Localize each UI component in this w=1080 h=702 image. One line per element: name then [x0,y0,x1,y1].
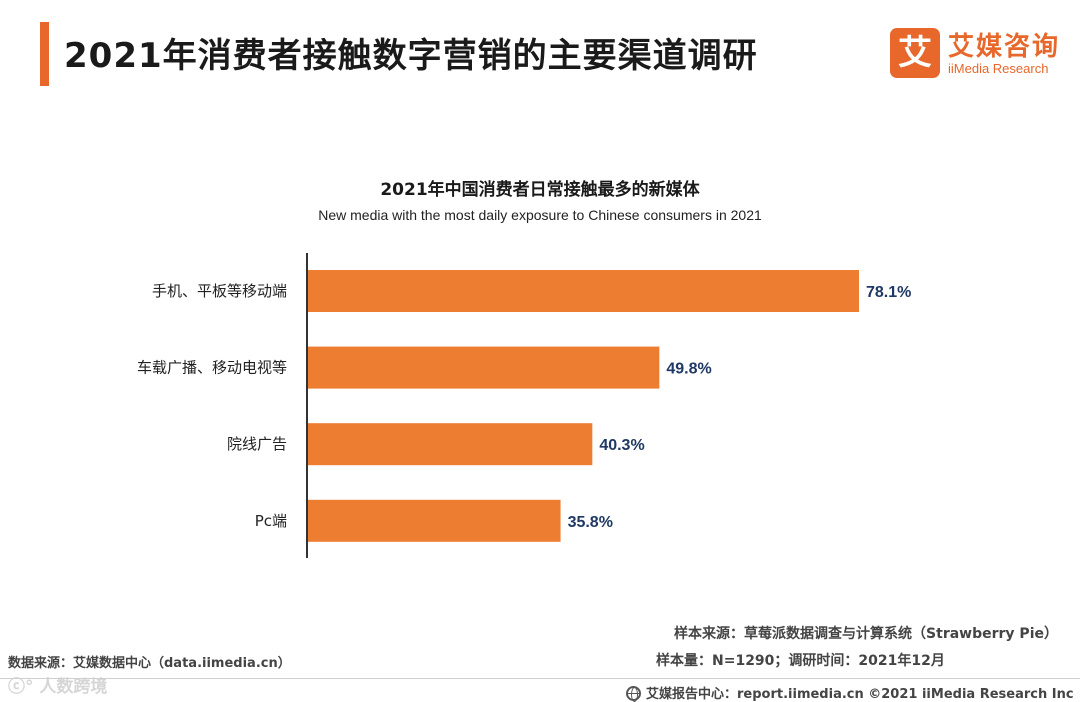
sample-size: 样本量：N=1290；调研时间：2021年12月 [656,653,945,669]
category-label: Pc端 [255,512,287,530]
footer-label: 艾媒报告中心：report.iimedia.cn ©2021 iiMedia R… [646,687,1074,702]
category-label: 院线广告 [227,435,287,453]
logo-name-en: iiMedia Research [948,61,1049,76]
footer-text: 艾媒报告中心：report.iimedia.cn ©2021 iiMedia R… [626,683,1074,702]
bar [308,270,859,312]
globe-icon [626,686,641,702]
value-label: 40.3% [599,437,644,454]
category-label: 车载广播、移动电视等 [137,359,287,377]
value-label: 49.8% [666,361,711,378]
logo-mark-icon: 艾 [890,28,940,78]
chart-subtitle: New media with the most daily exposure t… [318,207,762,223]
sample-source: 样本来源：草莓派数据调查与计算系统（Strawberry Pie） [674,626,1058,642]
category-label: 手机、平板等移动端 [152,282,287,300]
iimedia-logo: 艾 艾媒咨询 iiMedia Research [890,26,1070,82]
value-label: 35.8% [568,514,613,531]
watermark: ⓒ° 人数跨境 [8,677,108,697]
title-accent-bar [40,22,49,86]
footer-divider [0,678,1080,679]
bar [308,346,660,389]
bar [308,499,561,542]
page-title: 2021年消费者接触数字营销的主要渠道调研 [64,36,758,76]
chart-title: 2021年中国消费者日常接触最多的新媒体 [380,180,700,200]
bar [308,423,593,466]
data-source: 数据来源：艾媒数据中心（data.iimedia.cn） [8,656,291,671]
value-label: 78.1% [866,284,911,301]
logo-name-cn: 艾媒咨询 [948,32,1061,62]
